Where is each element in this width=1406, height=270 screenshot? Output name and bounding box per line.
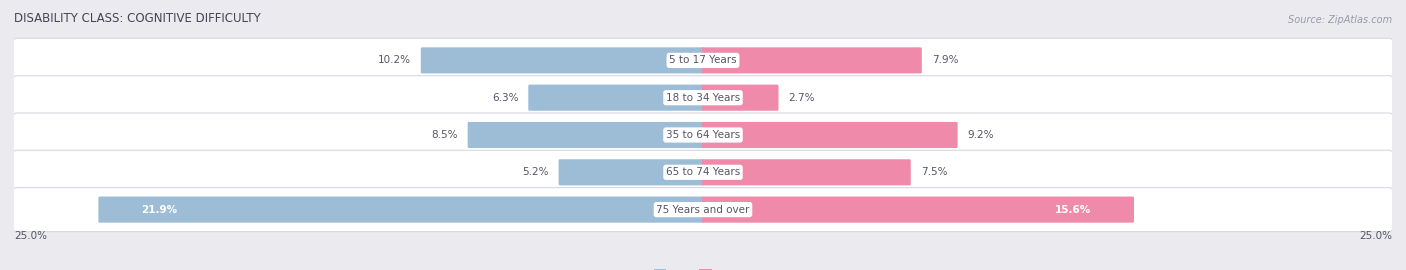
Text: 2.7%: 2.7% bbox=[789, 93, 815, 103]
Text: 8.5%: 8.5% bbox=[432, 130, 458, 140]
Text: 25.0%: 25.0% bbox=[14, 231, 46, 241]
Text: 65 to 74 Years: 65 to 74 Years bbox=[666, 167, 740, 177]
FancyBboxPatch shape bbox=[468, 122, 704, 148]
Text: 10.2%: 10.2% bbox=[378, 55, 411, 65]
Text: 25.0%: 25.0% bbox=[1360, 231, 1392, 241]
FancyBboxPatch shape bbox=[702, 85, 779, 111]
FancyBboxPatch shape bbox=[702, 122, 957, 148]
Text: 9.2%: 9.2% bbox=[967, 130, 994, 140]
Text: 5.2%: 5.2% bbox=[522, 167, 548, 177]
FancyBboxPatch shape bbox=[13, 113, 1393, 157]
Text: DISABILITY CLASS: COGNITIVE DIFFICULTY: DISABILITY CLASS: COGNITIVE DIFFICULTY bbox=[14, 12, 260, 25]
FancyBboxPatch shape bbox=[13, 76, 1393, 120]
Text: 7.5%: 7.5% bbox=[921, 167, 948, 177]
Text: 7.9%: 7.9% bbox=[932, 55, 959, 65]
FancyBboxPatch shape bbox=[98, 197, 704, 223]
Text: 5 to 17 Years: 5 to 17 Years bbox=[669, 55, 737, 65]
FancyBboxPatch shape bbox=[558, 159, 704, 185]
Text: 15.6%: 15.6% bbox=[1056, 205, 1091, 215]
FancyBboxPatch shape bbox=[13, 188, 1393, 232]
FancyBboxPatch shape bbox=[702, 197, 1135, 223]
FancyBboxPatch shape bbox=[529, 85, 704, 111]
Text: Source: ZipAtlas.com: Source: ZipAtlas.com bbox=[1288, 15, 1392, 25]
Text: 35 to 64 Years: 35 to 64 Years bbox=[666, 130, 740, 140]
FancyBboxPatch shape bbox=[420, 47, 704, 73]
Text: 6.3%: 6.3% bbox=[492, 93, 519, 103]
Text: 21.9%: 21.9% bbox=[141, 205, 177, 215]
FancyBboxPatch shape bbox=[13, 38, 1393, 82]
Text: 18 to 34 Years: 18 to 34 Years bbox=[666, 93, 740, 103]
FancyBboxPatch shape bbox=[702, 159, 911, 185]
FancyBboxPatch shape bbox=[13, 150, 1393, 194]
Text: 75 Years and over: 75 Years and over bbox=[657, 205, 749, 215]
FancyBboxPatch shape bbox=[702, 47, 922, 73]
Legend: Male, Female: Male, Female bbox=[650, 265, 756, 270]
